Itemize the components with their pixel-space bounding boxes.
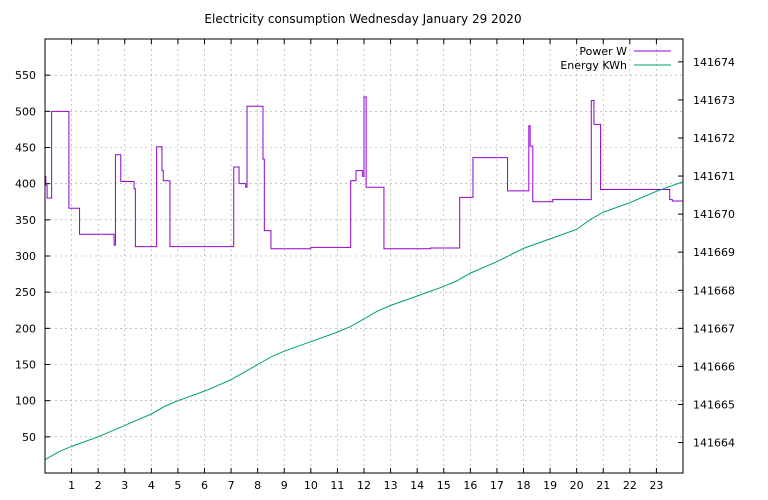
y-tick-label: 450 (15, 142, 36, 155)
tick-labels: 1 2 3 4 5 6 7 8 9 10 11 12 13 14 15 16 17 18 19 20 21 22 23501… (15, 39, 735, 492)
y-tick-label: 350 (15, 214, 36, 227)
x-tick-label: 11 (330, 479, 344, 492)
legend-label-energy: Energy KWh (560, 59, 627, 72)
y2-tick-label: 141671 (693, 170, 735, 183)
x-tick-label: 7 (228, 479, 235, 492)
y2-tick-label: 141664 (693, 437, 735, 450)
legend-label-power: Power W (579, 45, 627, 58)
x-tick-label: 17 (490, 479, 504, 492)
x-tick-label: 2 (95, 479, 102, 492)
y2-tick-label: 141668 (693, 284, 735, 297)
y2-tick-label: 141674 (693, 56, 735, 69)
x-tick-label: 6 (201, 479, 208, 492)
y-tick-label: 550 (15, 69, 36, 82)
y-tick-label: 500 (15, 105, 36, 118)
y-tick-label: 300 (15, 250, 36, 263)
y-tick-label: 50 (22, 431, 36, 444)
y2-tick-label: 141670 (693, 208, 735, 221)
y2-tick-label: 141669 (693, 246, 735, 259)
y-tick-label: 150 (15, 359, 36, 372)
y-tick-label: 400 (15, 178, 36, 191)
power-series-line (45, 96, 684, 250)
energy-series-line (44, 181, 684, 461)
x-tick-label: 20 (570, 479, 584, 492)
plot-frame (44, 38, 684, 474)
x-tick-label: 23 (649, 479, 663, 492)
y2-tick-label: 141672 (693, 132, 735, 145)
y2-tick-label: 141666 (693, 360, 735, 373)
y2-tick-label: 141665 (693, 398, 735, 411)
y-tick-label: 250 (15, 286, 36, 299)
x-tick-label: 10 (304, 479, 318, 492)
x-tick-label: 12 (357, 479, 371, 492)
y-tick-label: 200 (15, 322, 36, 335)
series-lines (44, 96, 684, 461)
x-tick-label: 14 (410, 479, 424, 492)
x-tick-label: 19 (543, 479, 557, 492)
x-tick-label: 16 (463, 479, 477, 492)
y2-tick-label: 141667 (693, 322, 735, 335)
x-tick-label: 1 (68, 479, 75, 492)
x-tick-label: 8 (254, 479, 261, 492)
y-tick-label: 100 (15, 395, 36, 408)
x-tick-label: 5 (174, 479, 181, 492)
x-tick-label: 9 (281, 479, 288, 492)
chart-title: Electricity consumption Wednesday Januar… (204, 12, 521, 26)
y2-tick-label: 141673 (693, 94, 735, 107)
x-tick-label: 22 (623, 479, 637, 492)
x-tick-label: 21 (596, 479, 610, 492)
x-tick-label: 18 (517, 479, 531, 492)
grid (45, 39, 683, 473)
x-tick-label: 4 (148, 479, 155, 492)
x-tick-label: 13 (384, 479, 398, 492)
x-tick-label: 15 (437, 479, 451, 492)
x-tick-label: 3 (121, 479, 128, 492)
legend: Power W Energy KWh (560, 45, 671, 72)
